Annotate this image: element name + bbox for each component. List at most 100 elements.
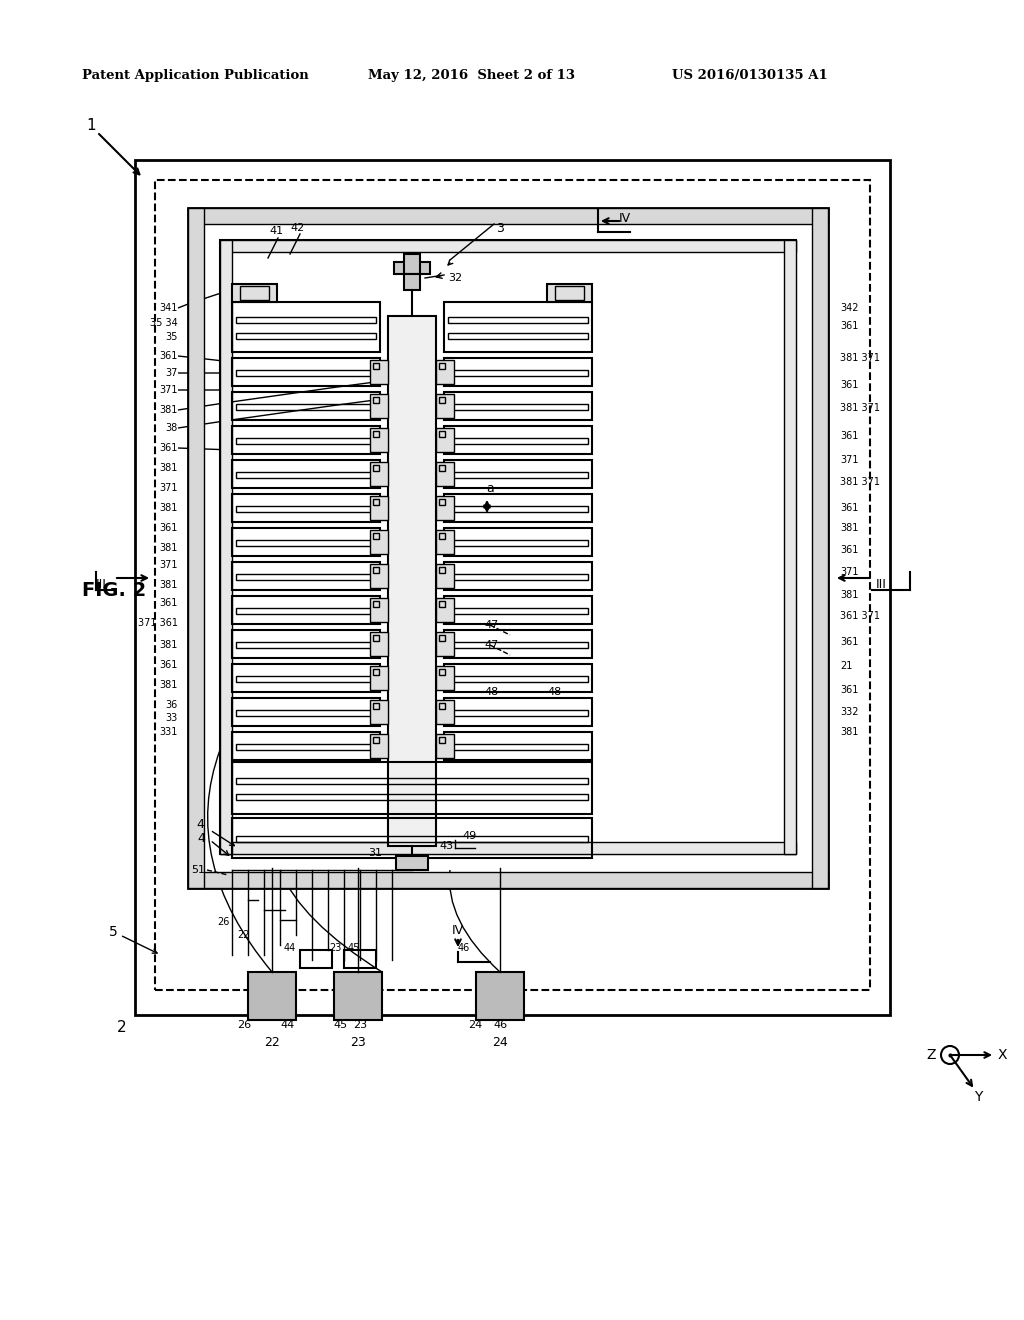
Bar — [232, 698, 380, 726]
Bar — [444, 733, 592, 760]
Bar — [436, 700, 454, 723]
Bar — [220, 240, 796, 252]
Bar — [373, 432, 379, 437]
Text: 361: 361 — [160, 444, 178, 453]
Bar — [449, 744, 588, 750]
Text: 22: 22 — [238, 931, 250, 940]
Text: 381 371: 381 371 — [840, 403, 880, 413]
Bar — [444, 562, 592, 590]
Bar — [220, 240, 796, 854]
Text: 22: 22 — [264, 1036, 280, 1049]
Bar — [449, 676, 588, 682]
Bar — [135, 160, 890, 1015]
Text: 36: 36 — [166, 700, 178, 710]
Bar — [232, 426, 380, 454]
Text: 5: 5 — [109, 925, 118, 939]
Bar — [236, 438, 376, 444]
Bar — [236, 795, 588, 800]
Bar — [444, 494, 592, 521]
Bar — [232, 818, 592, 858]
Text: 361: 361 — [160, 523, 178, 533]
Bar — [232, 392, 380, 420]
Text: 2: 2 — [118, 1019, 127, 1035]
Bar — [232, 528, 380, 556]
Bar — [439, 432, 445, 437]
Text: Z: Z — [927, 1048, 936, 1063]
Bar — [236, 642, 376, 648]
Bar — [236, 609, 376, 614]
Bar — [232, 630, 380, 657]
Bar — [232, 494, 380, 521]
Bar — [436, 564, 454, 587]
Text: Y: Y — [974, 1090, 982, 1104]
Bar — [232, 459, 380, 488]
Bar — [188, 209, 828, 888]
Text: 381: 381 — [160, 579, 178, 590]
Text: 371: 371 — [840, 568, 858, 577]
Text: 381: 381 — [160, 640, 178, 649]
Text: Patent Application Publication: Patent Application Publication — [82, 70, 309, 82]
Bar — [449, 473, 588, 478]
Text: 21: 21 — [840, 661, 852, 671]
Bar — [439, 397, 445, 403]
Bar — [300, 950, 332, 968]
Bar — [236, 473, 376, 478]
Bar — [449, 642, 588, 648]
Bar — [444, 630, 592, 657]
Text: 51: 51 — [191, 865, 205, 875]
Bar — [394, 261, 430, 275]
Bar — [373, 669, 379, 675]
Text: 46: 46 — [458, 942, 470, 953]
Bar — [439, 465, 445, 471]
Text: 381: 381 — [160, 680, 178, 690]
Bar — [449, 317, 588, 323]
Bar — [232, 597, 380, 624]
Bar — [439, 704, 445, 709]
Text: 361: 361 — [840, 432, 858, 441]
Bar — [248, 972, 296, 1020]
Bar — [449, 609, 588, 614]
Bar — [370, 360, 388, 384]
Bar — [449, 506, 588, 512]
Bar — [232, 762, 592, 814]
Text: 4: 4 — [197, 818, 204, 832]
Text: 35: 35 — [166, 333, 178, 342]
Text: III: III — [96, 578, 106, 590]
Text: 371: 371 — [840, 455, 858, 465]
Bar — [436, 360, 454, 384]
Bar — [373, 704, 379, 709]
Bar — [449, 370, 588, 376]
Bar — [240, 286, 269, 300]
Text: 42: 42 — [291, 223, 305, 234]
Bar — [232, 284, 278, 302]
Text: 361: 361 — [840, 503, 858, 513]
Text: 381: 381 — [160, 405, 178, 414]
Text: 35 34: 35 34 — [151, 318, 178, 327]
Bar — [370, 428, 388, 451]
Text: 361: 361 — [840, 380, 858, 389]
Text: 31: 31 — [368, 847, 382, 858]
Bar — [188, 209, 204, 888]
Text: 361 371: 361 371 — [840, 611, 880, 620]
Text: 381: 381 — [160, 543, 178, 553]
Text: IV: IV — [452, 924, 464, 936]
Bar — [444, 664, 592, 692]
Text: 48: 48 — [548, 686, 562, 697]
Text: 24: 24 — [493, 1036, 508, 1049]
Text: 26: 26 — [218, 917, 230, 927]
Bar — [373, 533, 379, 539]
Bar — [370, 393, 388, 418]
Bar — [444, 302, 592, 352]
Bar — [370, 598, 388, 622]
Text: 47: 47 — [485, 640, 499, 649]
Bar — [404, 253, 420, 275]
Text: 49: 49 — [463, 832, 477, 841]
Bar — [436, 393, 454, 418]
Bar — [370, 734, 388, 758]
Bar — [436, 496, 454, 520]
Bar — [373, 635, 379, 642]
Bar — [236, 836, 588, 842]
Text: 41: 41 — [269, 226, 283, 236]
Text: 371: 371 — [160, 483, 178, 492]
Bar — [388, 315, 436, 846]
